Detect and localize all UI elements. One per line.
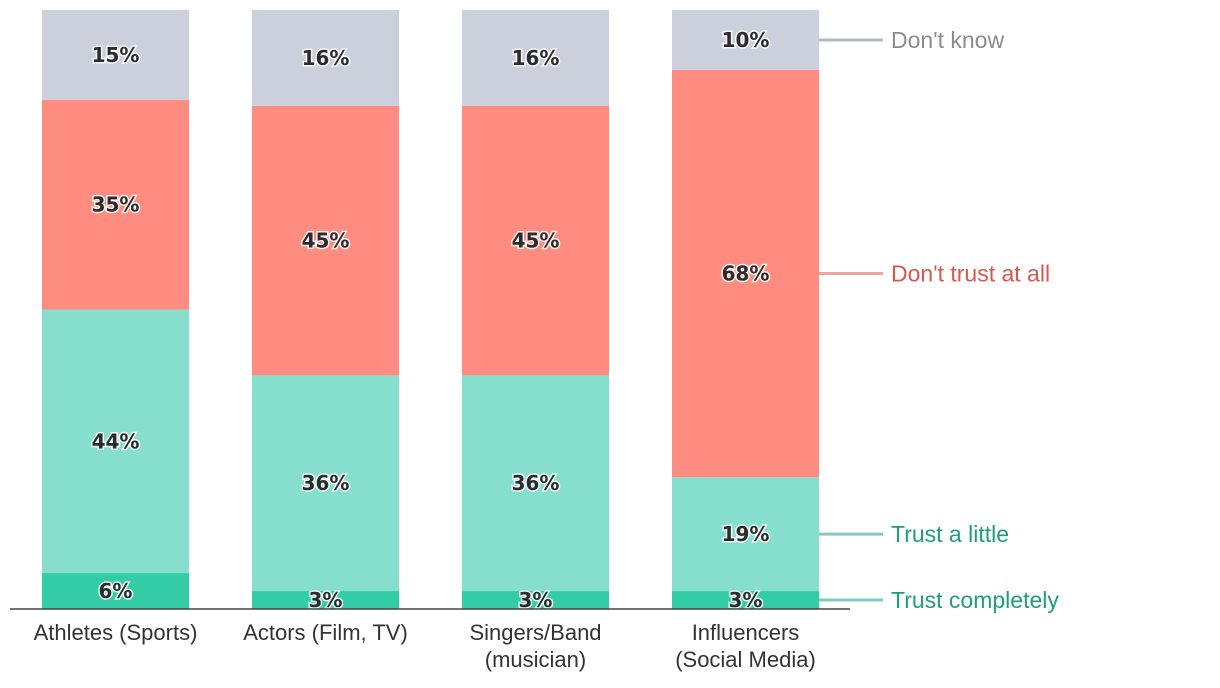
- bar-singers-band-trust-completely: [462, 591, 609, 609]
- value-label-actors-film-tv-trust-a-little: 36%: [302, 471, 350, 495]
- bar-singers-band-don-t-trust-at-all: [462, 105, 609, 376]
- bar-influencers-don-t-know: [672, 10, 819, 70]
- value-label-athletes-sports-trust-completely: 6%: [99, 579, 133, 603]
- value-label-singers-band-trust-a-little: 36%: [512, 471, 560, 495]
- bar-actors-film-tv-don-t-know: [252, 10, 399, 106]
- bar-athletes-sports-don-t-trust-at-all: [42, 99, 189, 310]
- bar-actors-film-tv-don-t-trust-at-all: [252, 105, 399, 376]
- value-label-influencers-don-t-know: 10%: [722, 28, 770, 52]
- bar-influencers-trust-a-little: [672, 477, 819, 592]
- category-label-influencers-line2: (Social Media): [675, 647, 816, 672]
- bar-actors-film-tv-trust-completely: [252, 591, 399, 609]
- bar-athletes-sports-trust-a-little: [42, 309, 189, 574]
- value-label-athletes-sports-don-t-know: 15%: [92, 43, 140, 67]
- value-label-influencers-don-t-trust-at-all: 68%: [722, 262, 770, 286]
- legend-layer: Trust completely Trust a little Don't trus…: [819, 27, 1059, 613]
- category-label-singers-band: Singers/Band: [469, 620, 601, 645]
- legend-label-don-t-know: Don't know: [891, 27, 1004, 53]
- bar-athletes-sports-trust-completely: [42, 573, 189, 609]
- bar-influencers-trust-completely: [672, 591, 819, 609]
- value-label-actors-film-tv-don-t-trust-at-all: 45%: [302, 229, 350, 253]
- legend-label-don-t-trust-at-all: Don't trust at all: [891, 261, 1050, 287]
- category-label-singers-band-line2: (musician): [485, 647, 586, 672]
- category-label-actors-film-tv: Actors (Film, TV): [243, 620, 408, 645]
- value-label-singers-band-don-t-trust-at-all: 45%: [512, 229, 560, 253]
- legend-label-trust-completely: Trust completely: [891, 587, 1059, 613]
- bar-singers-band-don-t-know: [462, 10, 609, 106]
- bar-actors-film-tv-trust-a-little: [252, 375, 399, 592]
- category-labels-layer: Athletes (Sports) Actors (Film, TV) Singer…: [34, 620, 816, 672]
- category-label-influencers: Influencers: [692, 620, 800, 645]
- value-label-athletes-sports-don-t-trust-at-all: 35%: [92, 193, 140, 217]
- value-labels-layer: 6%44%35%15%3%36%45%16%3%36%45%16%3%19%68…: [90, 26, 771, 613]
- category-label-athletes-sports: Athletes (Sports): [34, 620, 198, 645]
- value-label-actors-film-tv-don-t-know: 16%: [302, 46, 350, 70]
- bar-athletes-sports-don-t-know: [42, 10, 189, 100]
- bar-singers-band-trust-a-little: [462, 375, 609, 592]
- value-label-influencers-trust-a-little: 19%: [722, 522, 770, 546]
- value-label-singers-band-don-t-know: 16%: [512, 46, 560, 70]
- bar-influencers-don-t-trust-at-all: [672, 69, 819, 478]
- bars-layer: [42, 10, 819, 609]
- legend-label-trust-a-little: Trust a little: [891, 521, 1009, 547]
- value-label-athletes-sports-trust-a-little: 44%: [92, 429, 140, 453]
